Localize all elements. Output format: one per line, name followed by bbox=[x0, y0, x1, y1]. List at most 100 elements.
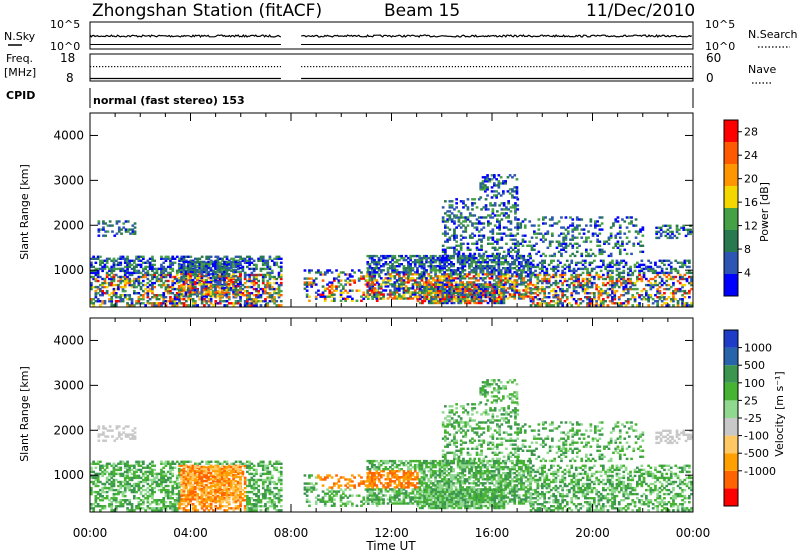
power-cell bbox=[484, 178, 487, 181]
power-cell bbox=[229, 287, 233, 290]
power-cell bbox=[493, 291, 497, 295]
power-cell bbox=[621, 242, 624, 245]
power-cell bbox=[429, 271, 433, 274]
power-cell bbox=[493, 287, 497, 291]
power-cell bbox=[649, 294, 653, 297]
power-cell bbox=[515, 283, 519, 286]
power-cell bbox=[142, 296, 145, 299]
power-cell bbox=[504, 271, 507, 274]
power-cell bbox=[658, 292, 662, 295]
power-cell bbox=[511, 248, 515, 251]
power-cell bbox=[395, 291, 399, 294]
power-cell bbox=[633, 269, 637, 273]
power-cell bbox=[227, 296, 231, 299]
power-cell bbox=[218, 270, 222, 274]
power-cell bbox=[463, 275, 467, 278]
power-cell bbox=[96, 279, 100, 283]
power-cell bbox=[279, 265, 283, 269]
power-cell bbox=[655, 226, 658, 229]
power-cell bbox=[481, 287, 485, 290]
power-cell bbox=[477, 216, 481, 219]
power-cell bbox=[317, 271, 320, 274]
power-cell bbox=[654, 275, 657, 279]
power-cell bbox=[481, 261, 485, 264]
power-cell bbox=[511, 287, 514, 290]
power-cell bbox=[543, 302, 546, 305]
power-cell bbox=[432, 301, 436, 305]
power-cell bbox=[581, 267, 585, 271]
power-cell bbox=[473, 287, 476, 291]
power-cell bbox=[142, 255, 145, 258]
power-cell bbox=[266, 279, 270, 283]
power-cell bbox=[588, 302, 592, 305]
power-cell bbox=[620, 302, 623, 305]
power-cell bbox=[448, 283, 451, 286]
power-cell bbox=[461, 263, 464, 266]
power-cell bbox=[457, 297, 460, 301]
power-cell bbox=[232, 291, 235, 294]
power-cell bbox=[654, 263, 657, 267]
power-cell bbox=[602, 263, 605, 267]
power-cell bbox=[496, 248, 499, 251]
power-cell bbox=[624, 300, 628, 303]
power-cell bbox=[651, 277, 655, 281]
power-cell bbox=[432, 291, 436, 295]
power-cell bbox=[568, 269, 571, 273]
power-cell bbox=[489, 283, 492, 286]
power-cell bbox=[180, 259, 184, 262]
power-cell bbox=[539, 238, 543, 241]
power-cell bbox=[482, 234, 486, 237]
power-cell bbox=[123, 261, 127, 264]
power-cell bbox=[454, 269, 458, 272]
power-cell bbox=[500, 212, 504, 215]
power-cell bbox=[402, 265, 406, 268]
power-cell bbox=[229, 274, 233, 278]
power-cell bbox=[594, 226, 597, 229]
power-cell bbox=[273, 298, 276, 301]
power-cell bbox=[155, 302, 159, 305]
power-cell bbox=[370, 283, 374, 286]
power-cell bbox=[607, 254, 611, 258]
power-cell bbox=[375, 289, 379, 292]
power-cell bbox=[554, 271, 558, 275]
power-cell bbox=[328, 269, 332, 272]
power-cell bbox=[395, 295, 399, 298]
power-cell bbox=[160, 304, 163, 307]
power-cell bbox=[672, 292, 675, 295]
power-cell bbox=[220, 262, 224, 266]
power-cell bbox=[175, 279, 179, 283]
power-cell bbox=[516, 224, 520, 227]
power-cell bbox=[323, 299, 327, 302]
power-cell bbox=[227, 260, 231, 264]
power-cell bbox=[423, 291, 427, 295]
power-cell bbox=[616, 216, 620, 219]
power-cell bbox=[151, 265, 154, 269]
power-cell bbox=[559, 300, 562, 303]
freq-point bbox=[249, 66, 251, 68]
power-cell bbox=[379, 293, 383, 296]
power-cell bbox=[625, 242, 629, 245]
freq-point bbox=[129, 66, 131, 68]
power-cell bbox=[99, 287, 102, 291]
power-cell bbox=[198, 268, 201, 272]
power-cell bbox=[104, 230, 107, 233]
power-cell bbox=[481, 180, 485, 183]
power-cell bbox=[346, 291, 350, 294]
power-cell bbox=[377, 283, 381, 286]
power-cell bbox=[175, 255, 179, 258]
power-cell bbox=[146, 289, 150, 293]
power-cell bbox=[500, 291, 503, 295]
power-cell bbox=[579, 285, 583, 289]
power-cell bbox=[119, 296, 123, 299]
power-cell bbox=[457, 220, 461, 223]
power-cell bbox=[620, 261, 623, 264]
power-cell bbox=[326, 271, 329, 274]
power-cell bbox=[577, 298, 580, 301]
power-cell bbox=[658, 296, 662, 299]
power-cell bbox=[209, 281, 213, 284]
power-cell bbox=[351, 299, 354, 302]
power-cell bbox=[411, 269, 415, 272]
power-cell bbox=[164, 259, 168, 262]
power-cell bbox=[236, 262, 240, 266]
power-cell bbox=[513, 287, 517, 290]
